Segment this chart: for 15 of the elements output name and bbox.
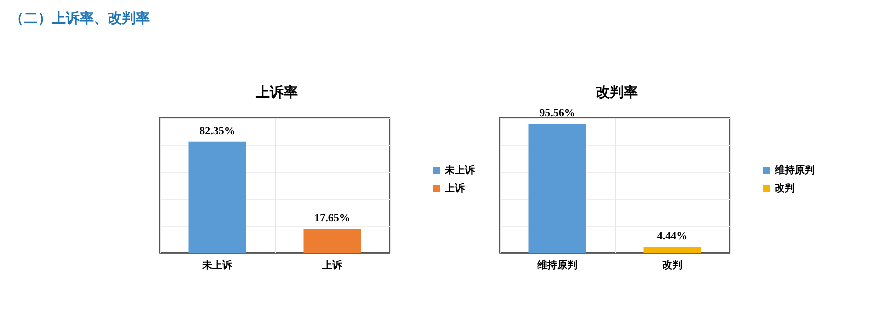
- x-tick-label: 上诉: [322, 260, 344, 272]
- data-label: 17.65%: [314, 212, 350, 225]
- text: （二）上诉率、改判率: [10, 10, 150, 28]
- data-label: 4.44%: [657, 230, 688, 243]
- chart-title: 改判率: [596, 84, 638, 100]
- legend-label: 维持原判: [774, 164, 815, 176]
- data-label: 95.56%: [540, 107, 576, 120]
- x-tick-label: 未上诉: [202, 260, 234, 272]
- legend-label: 改判: [775, 182, 795, 194]
- legend-label: 未上诉: [444, 164, 476, 176]
- data-label: 82.35%: [200, 125, 236, 138]
- legend-label: 上诉: [444, 182, 466, 194]
- x-tick-label: 改判: [662, 260, 682, 272]
- x-tick-label: 维持原判: [536, 260, 578, 272]
- chart-title: 上诉率: [255, 84, 298, 100]
